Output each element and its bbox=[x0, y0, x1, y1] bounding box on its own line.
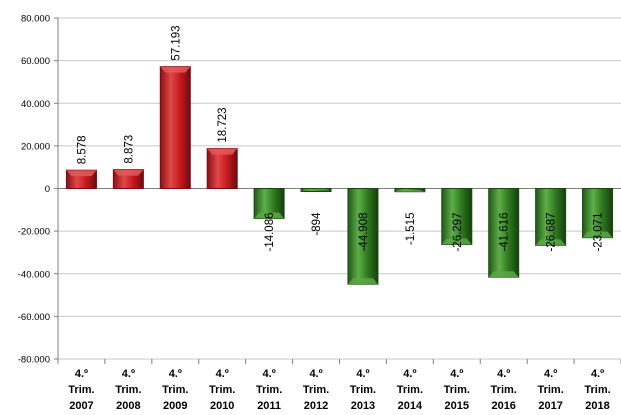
bar-body bbox=[159, 66, 191, 189]
x-tick-label: Trim. bbox=[256, 384, 282, 396]
bar-body bbox=[441, 188, 473, 246]
bar-2014 bbox=[394, 188, 426, 193]
x-tick-label: 2016 bbox=[491, 400, 515, 412]
x-tick-label: 4.º bbox=[403, 368, 416, 380]
bar-body bbox=[206, 148, 238, 189]
x-tick-label: 4.º bbox=[497, 368, 510, 380]
x-tick-label: 2008 bbox=[116, 400, 140, 412]
x-tick-label: 4.º bbox=[356, 368, 369, 380]
x-tick-label: Trim. bbox=[444, 384, 470, 396]
bar-body bbox=[347, 188, 379, 285]
axes bbox=[54, 17, 621, 364]
x-tick-label: Trim. bbox=[350, 384, 376, 396]
bars bbox=[65, 66, 614, 285]
data-label: -26.297 bbox=[452, 213, 464, 252]
x-tick-label: Trim. bbox=[162, 384, 188, 396]
bar-bevel bbox=[66, 170, 97, 177]
bar-bevel bbox=[535, 239, 566, 246]
bar-bevel bbox=[160, 66, 191, 73]
x-tick-label: 4.º bbox=[122, 368, 135, 380]
x-tick-label: 2011 bbox=[257, 400, 281, 412]
x-tick-label: Trim. bbox=[397, 384, 423, 396]
bar-2009 bbox=[159, 66, 191, 189]
x-tick-label: 4.º bbox=[309, 368, 322, 380]
x-tick-label: 4.º bbox=[450, 368, 463, 380]
data-label: 57.193 bbox=[170, 25, 182, 60]
y-tick-label: 60.000 bbox=[21, 56, 50, 67]
x-tick-label: 4.º bbox=[75, 368, 88, 380]
x-tick-label: 4.º bbox=[216, 368, 229, 380]
data-label: 8.873 bbox=[123, 135, 135, 164]
x-tick-label: Trim. bbox=[537, 384, 563, 396]
x-tick-label: 4.º bbox=[263, 368, 276, 380]
bar-2017 bbox=[535, 188, 567, 246]
bar-bevel bbox=[347, 278, 378, 285]
bar-body bbox=[582, 188, 614, 239]
data-label: -1.515 bbox=[405, 213, 417, 246]
bar-2011 bbox=[253, 188, 285, 220]
x-tick-label: 4.º bbox=[169, 368, 182, 380]
x-tick-label: 2018 bbox=[585, 400, 609, 412]
x-tick-label: 2014 bbox=[398, 400, 423, 412]
bar-body bbox=[535, 188, 567, 246]
x-tick-label: 2017 bbox=[538, 400, 562, 412]
x-tick-label: Trim. bbox=[115, 384, 141, 396]
data-label: -23.071 bbox=[593, 213, 605, 252]
bar-2012 bbox=[300, 188, 332, 192]
data-label: -41.616 bbox=[499, 213, 511, 252]
x-tick-label: Trim. bbox=[584, 384, 610, 396]
bar-body bbox=[488, 188, 520, 278]
bar-2013 bbox=[347, 188, 379, 285]
bar-bevel bbox=[582, 231, 613, 238]
bar-bevel bbox=[207, 148, 238, 155]
bar-bevel bbox=[301, 188, 332, 191]
x-tick-label: Trim. bbox=[303, 384, 329, 396]
data-label: 18.723 bbox=[217, 107, 229, 142]
bar-2015 bbox=[441, 188, 473, 246]
bar-bevel bbox=[488, 271, 519, 278]
x-tick-label: 2010 bbox=[210, 400, 234, 412]
x-tick-label: 2013 bbox=[351, 400, 375, 412]
y-tick-label: -40.000 bbox=[18, 269, 50, 280]
y-tick-label: 40.000 bbox=[21, 99, 50, 110]
bar-2016 bbox=[488, 188, 520, 278]
y-tick-label: -80.000 bbox=[18, 355, 50, 366]
bar-bevel bbox=[441, 238, 472, 245]
y-tick-label: 0 bbox=[45, 184, 50, 195]
y-tick-label: 20.000 bbox=[21, 141, 50, 152]
x-tick-label: 2009 bbox=[163, 400, 187, 412]
data-label: -44.908 bbox=[358, 213, 370, 252]
bar-2018 bbox=[582, 188, 614, 239]
x-axis-ticks: 4.º Trim. 2007 4.º Trim. 2008 4.º Trim. 2009 4.º T… bbox=[68, 368, 610, 412]
y-tick-label: -20.000 bbox=[18, 227, 50, 238]
bar-2007 bbox=[65, 169, 97, 190]
y-axis-ticks: 80.000 60.000 40.000 20.000 0 -20.000 -40.000 -… bbox=[18, 14, 50, 366]
data-label: -894 bbox=[311, 212, 323, 236]
x-tick-label: Trim. bbox=[209, 384, 235, 396]
x-tick-label: Trim. bbox=[68, 384, 94, 396]
bar-bevel bbox=[254, 212, 285, 219]
x-tick-label: Trim. bbox=[491, 384, 517, 396]
bar-bevel bbox=[394, 190, 425, 192]
x-tick-label: 4.º bbox=[544, 368, 557, 380]
y-tick-label: 80.000 bbox=[21, 14, 50, 25]
x-tick-label: 4.º bbox=[591, 368, 604, 380]
x-tick-label: 2007 bbox=[69, 400, 93, 412]
data-label: -14.086 bbox=[264, 213, 276, 252]
data-label: -26.687 bbox=[546, 213, 558, 252]
x-tick-label: 2012 bbox=[304, 400, 328, 412]
x-tick-label: 2015 bbox=[445, 400, 469, 412]
bar-2008 bbox=[112, 169, 144, 189]
bar-2010 bbox=[206, 148, 238, 189]
bar-bevel bbox=[113, 169, 144, 176]
data-labels: 8.578 8.873 57.193 18.723 -14.086 -894 -44.908… bbox=[76, 25, 604, 251]
y-tick-label: -60.000 bbox=[18, 312, 50, 323]
data-label: 8.578 bbox=[76, 135, 88, 164]
